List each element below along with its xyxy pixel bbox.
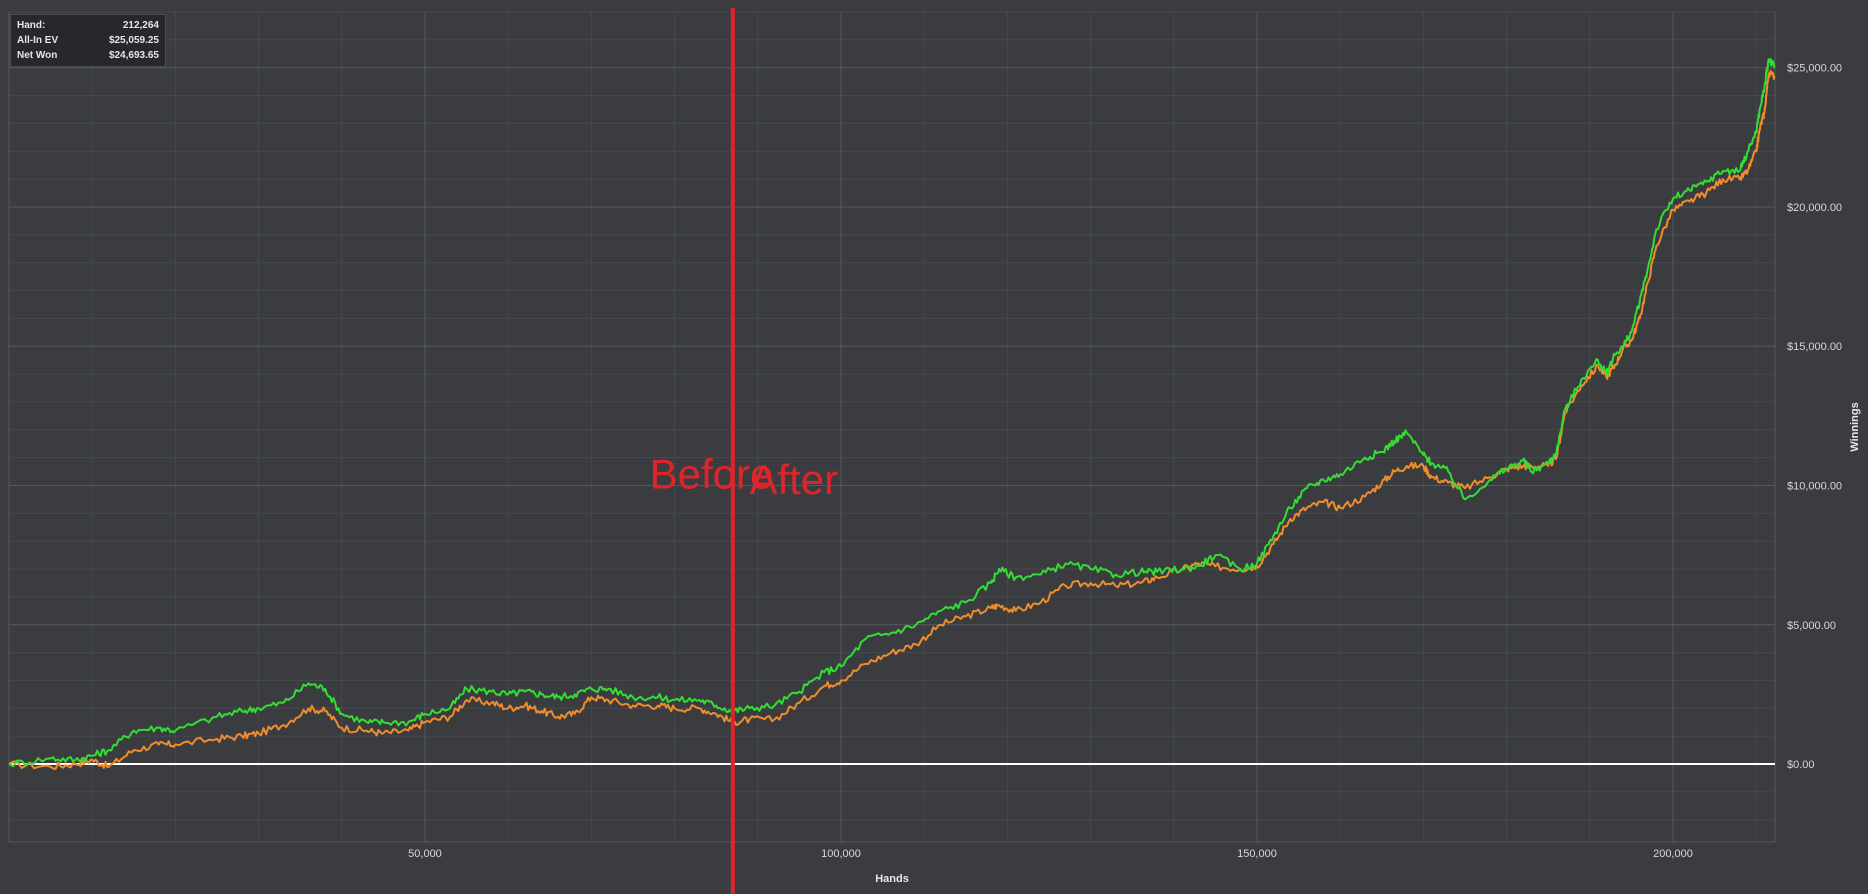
x-tick-label: 150,000 [1237, 848, 1277, 860]
series-line-all-in-ev [8, 58, 1776, 768]
x-axis-title: Hands [875, 873, 909, 885]
stats-allin-ev-label: All-In EV [17, 35, 59, 46]
stats-row-net-won: Net Won $24,693.65 [17, 48, 159, 63]
series-line-net-won [8, 69, 1776, 770]
stats-allin-ev-value: $25,059.25 [108, 35, 159, 46]
stats-hand-value: 212,264 [122, 20, 159, 31]
tick-labels: $0.00 $5,000.00 $10,000.00 $15,000.00 $20,00… [408, 63, 1842, 860]
grid-lines [8, 11, 1776, 843]
y-axis-title: Winnings [1849, 402, 1861, 451]
x-tick-label: 200,000 [1653, 848, 1693, 860]
stats-tooltip: Hand: 212,264 All-In EV $25,059.25 Net W… [10, 14, 166, 67]
y-tick-label: $0.00 [1787, 759, 1815, 771]
y-tick-label: $20,000.00 [1787, 202, 1842, 214]
annotation-after: After [749, 456, 838, 503]
stats-row-hand: Hand: 212,264 [17, 18, 159, 33]
stats-row-allin-ev: All-In EV $25,059.25 [17, 33, 159, 48]
stats-net-won-label: Net Won [17, 50, 58, 61]
x-tick-label: 50,000 [408, 848, 442, 860]
y-tick-label: $10,000.00 [1787, 480, 1842, 492]
series-lines [8, 58, 1776, 770]
y-tick-label: $25,000.00 [1787, 63, 1842, 75]
y-tick-label: $15,000.00 [1787, 341, 1842, 353]
stats-net-won-value: $24,693.65 [108, 50, 159, 61]
x-tick-label: 100,000 [821, 848, 861, 860]
y-tick-label: $5,000.00 [1787, 620, 1836, 632]
annotation-before: Before [650, 450, 774, 497]
stats-hand-label: Hand: [17, 20, 46, 31]
